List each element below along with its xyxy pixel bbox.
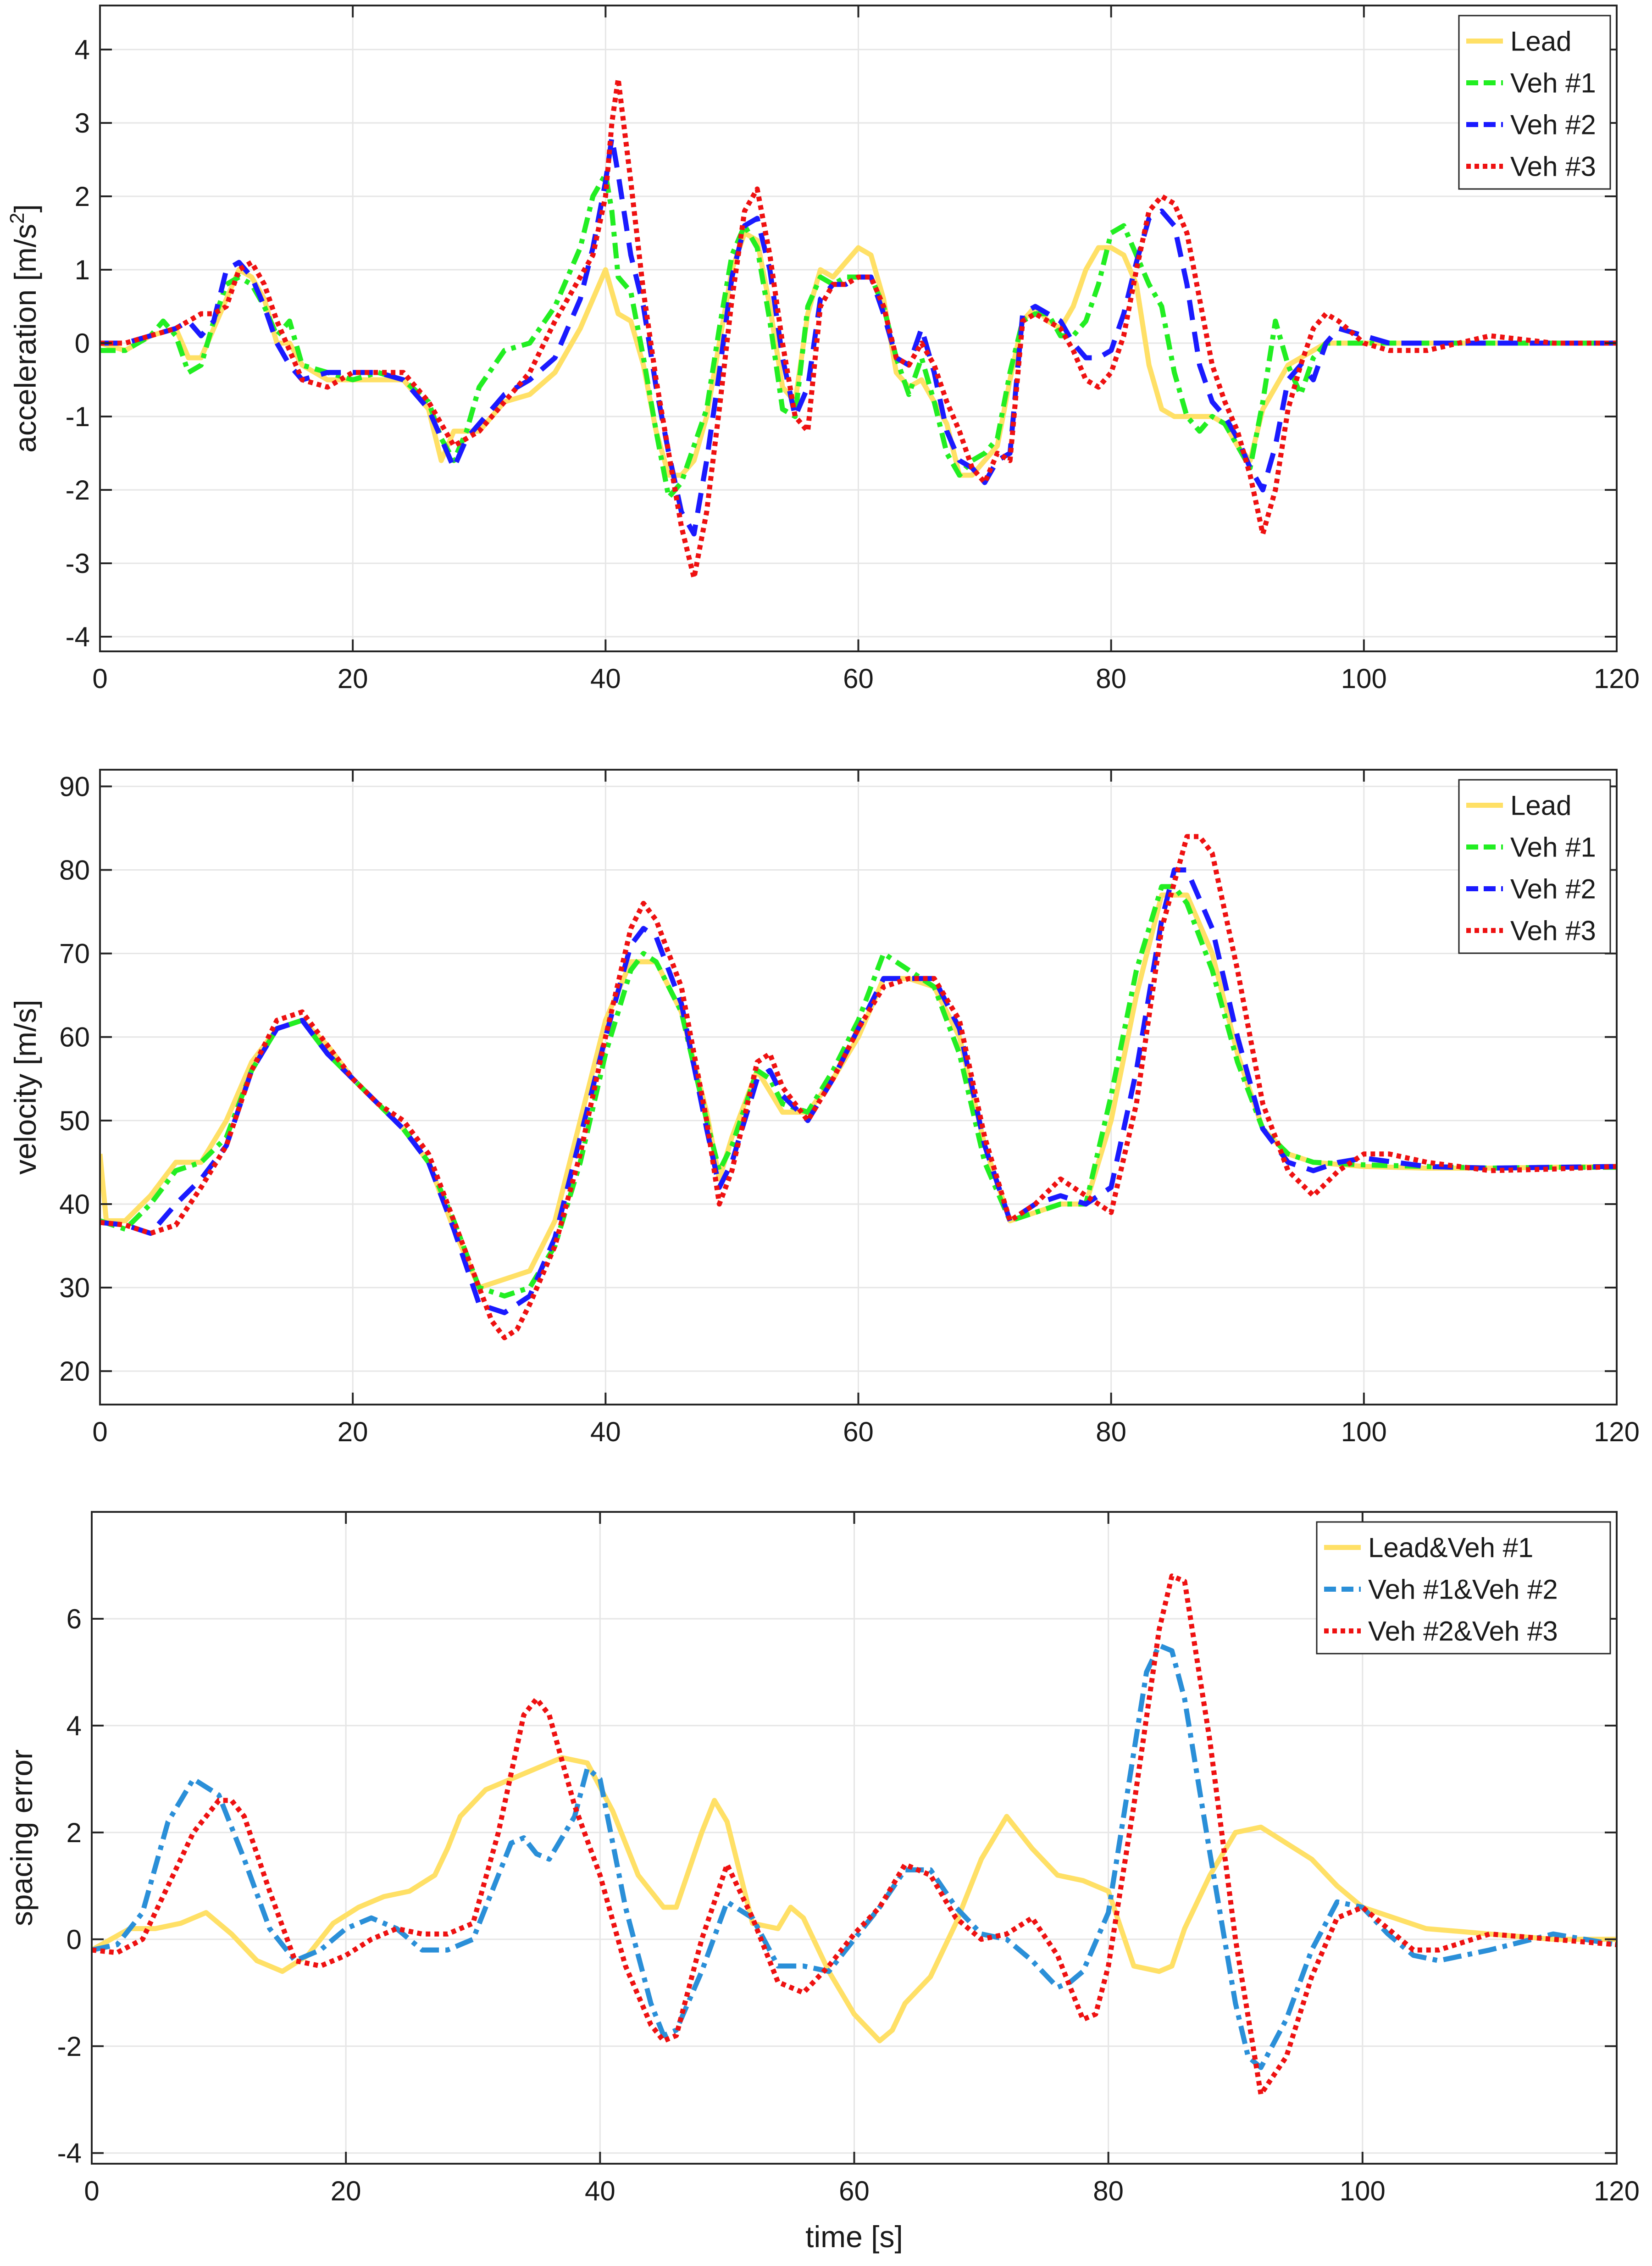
x-tick-label: 40 (590, 663, 621, 694)
y-tick-label: 90 (59, 771, 90, 802)
x-tick-label: 120 (1594, 1416, 1640, 1447)
series-line-4 (100, 834, 1617, 1340)
x-tick-label: 100 (1340, 2176, 1386, 2206)
x-tick-label: 60 (843, 663, 874, 694)
x-tick-label: 0 (84, 2176, 99, 2206)
y-tick-label: -2 (66, 475, 90, 505)
series-line-2 (100, 172, 1617, 500)
series-line-3 (92, 1573, 1617, 2097)
legend: Lead Veh #1 Veh #2 Veh #3 (1458, 779, 1611, 954)
legend-label: Veh #2 (1510, 110, 1596, 140)
legend-label: Veh #3 (1510, 151, 1596, 182)
y-tick-label: 2 (67, 1817, 82, 1848)
x-tick-label: 120 (1594, 663, 1640, 694)
y-axis-title: acceleration [m/s2] (6, 204, 42, 453)
y-axis-title: spacing error (5, 1749, 39, 1926)
chart-panel-1: 0 20 40 60 80 100 120 -4 -3 -2 -1 0 1 2 3 4 acceleration… (6, 5, 1640, 694)
series-line-2 (92, 1643, 1617, 2070)
legend: Lead Veh #1 Veh #2 Veh #3 (1458, 15, 1611, 190)
y-tick-label: 2 (75, 181, 90, 212)
y-tick-label: 70 (59, 939, 90, 969)
legend-label: Veh #3 (1510, 916, 1596, 946)
legend-label: Veh #1 (1510, 68, 1596, 99)
y-tick-label: 4 (67, 1711, 82, 1741)
legend-box (1458, 15, 1611, 190)
y-tick-label: -4 (57, 2138, 82, 2169)
x-tick-label: 80 (1093, 2176, 1124, 2206)
series-line-2 (100, 884, 1617, 1299)
x-axis-title: time [s] (805, 2220, 903, 2254)
chart-panel-2: 0 20 40 60 80 100 1202030405060708090velocity … (8, 769, 1640, 1447)
legend-label: Veh #1&Veh #2 (1368, 1574, 1558, 1605)
legend-label: Veh #1 (1510, 832, 1596, 863)
series-group (92, 1573, 1617, 2097)
x-tick-label: 20 (338, 1416, 368, 1447)
x-tick-label: 120 (1594, 2176, 1640, 2206)
y-tick-label: 6 (67, 1604, 82, 1634)
y-tick-label: 4 (75, 34, 90, 65)
legend-label: Lead (1510, 790, 1571, 821)
y-tick-label: -1 (66, 401, 90, 432)
y-tick-label: 30 (59, 1272, 90, 1303)
chart-panel-3: 0 20 40 60 80 100 120 -4 -2 0 2 4 6 spacing error time… (5, 1511, 1640, 2254)
y-tick-label: 60 (59, 1022, 90, 1053)
legend-label: Lead (1510, 26, 1571, 57)
y-tick-label: 0 (67, 1924, 82, 1955)
x-tick-label: 60 (843, 1416, 874, 1447)
y-tick-label: 80 (59, 855, 90, 886)
y-tick-label: 3 (75, 108, 90, 139)
y-tick-label: 0 (75, 328, 90, 359)
y-axis-title: velocity [m/s] (8, 1000, 42, 1174)
legend-label: Veh #2 (1510, 874, 1596, 905)
x-tick-label: 100 (1341, 1416, 1387, 1447)
series-line-4 (100, 76, 1617, 581)
x-tick-label: 60 (839, 2176, 870, 2206)
y-tick-label: 50 (59, 1105, 90, 1136)
x-tick-label: 0 (92, 1416, 107, 1447)
series-group (100, 76, 1617, 581)
legend-box (1316, 1521, 1611, 1655)
series-line-3 (100, 867, 1617, 1316)
x-tick-label: 20 (338, 663, 368, 694)
y-tick-label: 1 (75, 255, 90, 285)
x-tick-label: 0 (92, 663, 107, 694)
y-tick-label: -3 (66, 548, 90, 579)
legend: Lead&Veh #1 Veh #1&Veh #2 Veh #2&Veh #3 (1316, 1521, 1611, 1655)
x-tick-label: 40 (585, 2176, 615, 2206)
legend-label: Veh #2&Veh #3 (1368, 1616, 1558, 1647)
y-tick-label: 20 (59, 1356, 90, 1387)
x-tick-label: 40 (590, 1416, 621, 1447)
x-tick-label: 80 (1096, 1416, 1126, 1447)
series-group (100, 834, 1617, 1340)
series-line-1 (92, 1755, 1617, 2044)
x-tick-label: 100 (1341, 663, 1387, 694)
x-tick-label: 20 (331, 2176, 361, 2206)
legend-box (1458, 779, 1611, 954)
y-tick-label: 40 (59, 1189, 90, 1220)
x-tick-label: 80 (1096, 663, 1126, 694)
legend-label: Lead&Veh #1 (1368, 1533, 1533, 1563)
y-tick-label: -2 (57, 2031, 82, 2062)
y-tick-label: -4 (66, 622, 90, 652)
